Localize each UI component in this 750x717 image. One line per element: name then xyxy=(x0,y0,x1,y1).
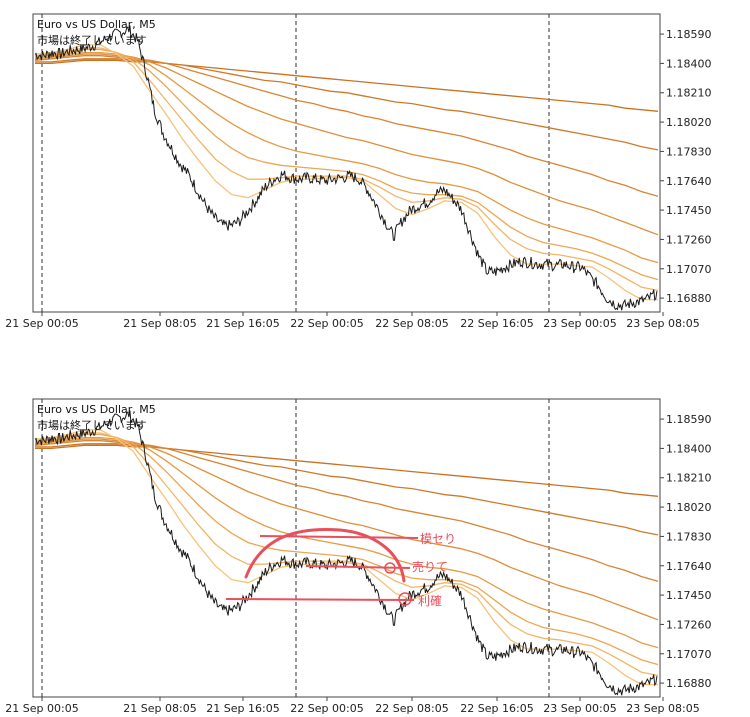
annotation-line-take-profit xyxy=(225,598,415,601)
moving-average-line xyxy=(34,438,659,621)
y-tick-label: 1.17450 xyxy=(666,589,712,602)
x-tick-label: 23 Sep 08:05 xyxy=(626,702,699,715)
moving-average-line xyxy=(35,433,659,666)
price-line xyxy=(34,410,658,696)
x-tick-label: 21 Sep 16:05 xyxy=(206,702,279,715)
annotation-circle-take-profit xyxy=(398,592,412,606)
moving-average-line xyxy=(35,444,659,497)
y-tick-label: 1.18400 xyxy=(666,57,712,70)
plot-frame xyxy=(32,13,661,313)
annotation-arc xyxy=(244,527,406,583)
y-tick-label: 1.18210 xyxy=(666,472,712,485)
moving-average-line xyxy=(35,48,659,281)
moving-average-line xyxy=(34,51,659,264)
chart-title: Euro vs US Dollar, M5 xyxy=(37,18,156,31)
price-line xyxy=(34,25,658,311)
x-tick-label: 22 Sep 08:05 xyxy=(375,702,448,715)
y-tick-label: 1.17070 xyxy=(666,648,712,661)
y-tick-label: 1.18020 xyxy=(666,501,712,514)
y-tick-label: 1.18400 xyxy=(666,442,712,455)
annotation-label-range: 模セり xyxy=(420,532,456,546)
chart-panel-top: 1.18590 1.18400 1.18210 1.18020 1.17830 1.176… xyxy=(0,0,750,330)
moving-average-line xyxy=(34,436,659,649)
price-chart-bottom: 1.18590 1.18400 1.18210 1.18020 1.17830 1.176… xyxy=(5,398,712,715)
x-tick-label: 22 Sep 00:05 xyxy=(290,317,363,330)
y-tick-label: 1.17640 xyxy=(666,175,712,188)
moving-average-line xyxy=(34,53,659,236)
plot-frame xyxy=(32,398,661,698)
y-tick-label: 1.17450 xyxy=(666,204,712,217)
x-tick-label: 21 Sep 08:05 xyxy=(123,317,196,330)
y-tick-label: 1.17830 xyxy=(666,530,712,543)
moving-average-line xyxy=(35,58,659,151)
y-tick-label: 1.16880 xyxy=(666,677,712,690)
annotation-line-sell xyxy=(305,565,411,569)
x-tick-label: 22 Sep 16:05 xyxy=(460,317,533,330)
y-tick-label: 1.16880 xyxy=(666,292,712,305)
chart-panel-bottom: 1.18590 1.18400 1.18210 1.18020 1.17830 1.176… xyxy=(0,385,750,715)
annotation-circle-sell xyxy=(384,562,396,574)
x-tick-label: 23 Sep 00:05 xyxy=(543,317,616,330)
y-tick-label: 1.18590 xyxy=(666,28,712,41)
y-tick-label: 1.18210 xyxy=(666,87,712,100)
x-tick-label: 23 Sep 00:05 xyxy=(543,702,616,715)
annotation-label-sell: 売りて xyxy=(412,559,448,574)
x-tick-label: 22 Sep 08:05 xyxy=(375,317,448,330)
y-tick-label: 1.17830 xyxy=(666,145,712,158)
x-tick-label: 22 Sep 16:05 xyxy=(460,702,533,715)
y-tick-label: 1.18020 xyxy=(666,116,712,129)
y-tick-label: 1.17260 xyxy=(666,233,712,246)
chart-subtitle: 市場は終了しています xyxy=(37,418,147,432)
x-tick-label: 23 Sep 08:05 xyxy=(626,317,699,330)
chart-title: Euro vs US Dollar, M5 xyxy=(37,403,156,416)
y-tick-label: 1.17260 xyxy=(666,618,712,631)
y-tick-label: 1.17640 xyxy=(666,560,712,573)
x-tick-label: 21 Sep 00:05 xyxy=(5,702,78,715)
x-tick-label: 21 Sep 16:05 xyxy=(206,317,279,330)
price-chart-top: 1.18590 1.18400 1.18210 1.18020 1.17830 1.176… xyxy=(5,13,712,330)
y-tick-label: 1.18590 xyxy=(666,413,712,426)
moving-average-line xyxy=(35,59,659,112)
annotation-line-range xyxy=(259,535,419,539)
x-tick-label: 21 Sep 00:05 xyxy=(5,317,78,330)
x-tick-label: 21 Sep 08:05 xyxy=(123,702,196,715)
moving-average-line xyxy=(35,443,659,536)
chart-subtitle: 市場は終了しています xyxy=(37,33,147,47)
x-tick-label: 22 Sep 00:05 xyxy=(290,702,363,715)
y-tick-label: 1.17070 xyxy=(666,263,712,276)
annotation-label-take-profit: 利確 xyxy=(418,593,442,608)
